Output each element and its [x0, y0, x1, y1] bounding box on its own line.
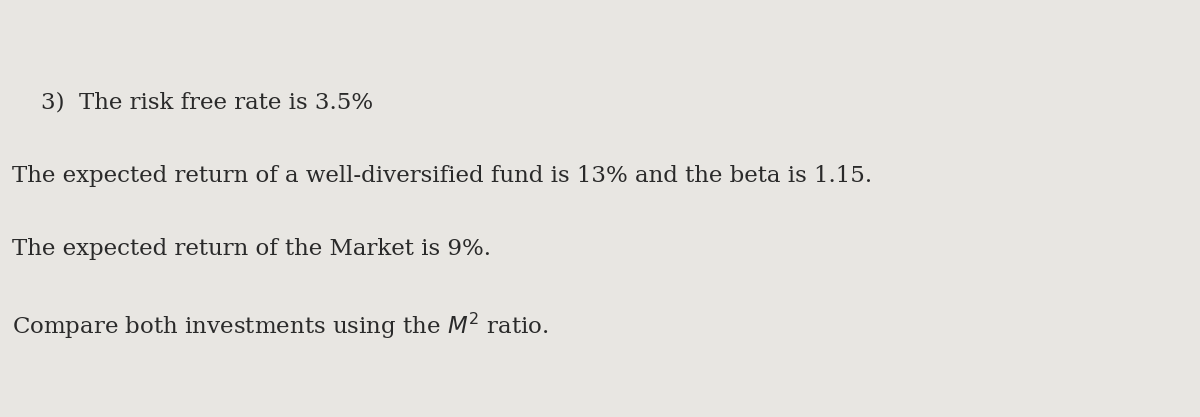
Text: The expected return of the Market is 9%.: The expected return of the Market is 9%. [12, 238, 491, 260]
Text: 3)  The risk free rate is 3.5%: 3) The risk free rate is 3.5% [12, 92, 373, 114]
Text: Compare both investments using the $M^2$ ratio.: Compare both investments using the $M^2$… [12, 311, 548, 341]
Text: The expected return of a well-diversified fund is 13% and the beta is 1.15.: The expected return of a well-diversifie… [12, 165, 872, 187]
